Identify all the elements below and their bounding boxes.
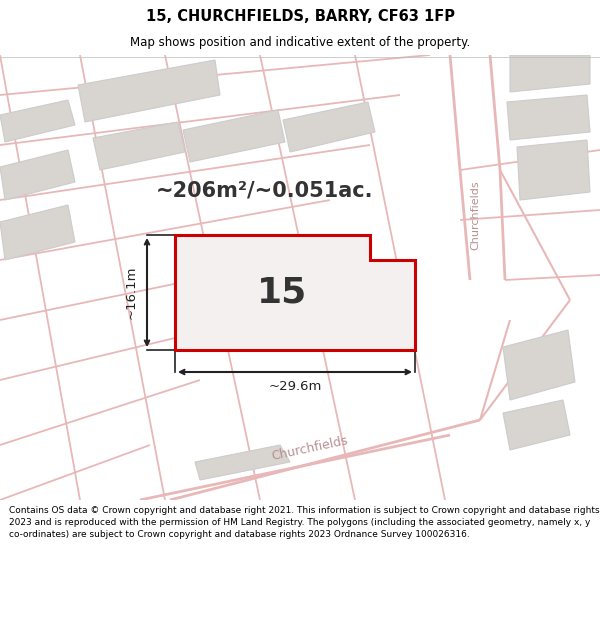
Text: ~29.6m: ~29.6m (268, 379, 322, 392)
Polygon shape (93, 122, 185, 170)
Polygon shape (517, 140, 590, 200)
Text: Churchfields: Churchfields (470, 180, 480, 250)
Text: 15, CHURCHFIELDS, BARRY, CF63 1FP: 15, CHURCHFIELDS, BARRY, CF63 1FP (146, 9, 455, 24)
Text: 15: 15 (257, 276, 308, 309)
Polygon shape (183, 110, 285, 162)
Polygon shape (0, 100, 75, 142)
Polygon shape (78, 60, 220, 122)
Polygon shape (283, 102, 375, 152)
Text: ~206m²/~0.051ac.: ~206m²/~0.051ac. (156, 180, 374, 200)
Polygon shape (507, 95, 590, 140)
Polygon shape (195, 445, 290, 480)
Text: Contains OS data © Crown copyright and database right 2021. This information is : Contains OS data © Crown copyright and d… (9, 506, 599, 539)
Polygon shape (503, 400, 570, 450)
Polygon shape (0, 205, 75, 260)
Text: ~16.1m: ~16.1m (125, 266, 137, 319)
Text: Map shows position and indicative extent of the property.: Map shows position and indicative extent… (130, 36, 470, 49)
Text: Churchfields: Churchfields (271, 434, 349, 462)
Polygon shape (0, 150, 75, 200)
Polygon shape (175, 235, 415, 350)
Polygon shape (510, 55, 590, 92)
Polygon shape (503, 330, 575, 400)
